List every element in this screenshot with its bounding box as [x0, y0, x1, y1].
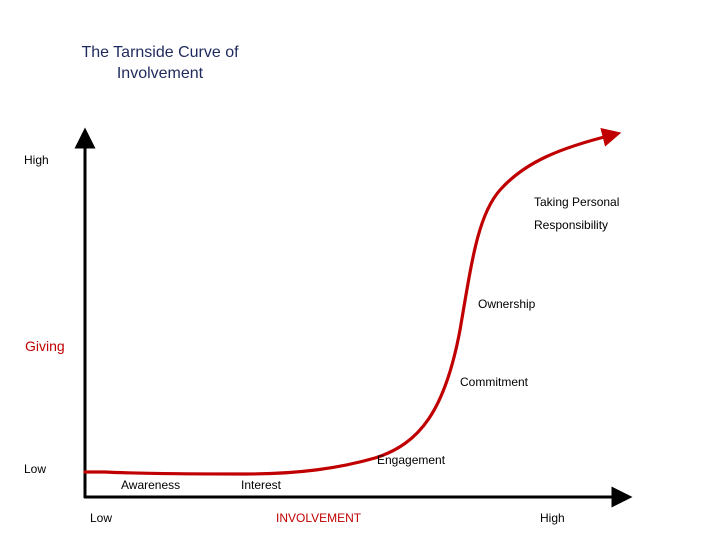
- y-axis-high-label: High: [24, 153, 49, 167]
- stage-taking-personal-line-1: Taking Personal: [534, 195, 620, 209]
- x-axis-name-involvement: INVOLVEMENT: [276, 511, 362, 525]
- stage-taking-personal-line-2: Responsibility: [534, 218, 609, 232]
- stage-awareness: Awareness: [121, 478, 181, 492]
- title-line-1: The Tarnside Curve of: [81, 44, 239, 61]
- involvement-curve: [83, 128, 622, 476]
- stage-ownership: Ownership: [478, 297, 536, 311]
- diagram-title: The Tarnside Curve of Involvement: [70, 42, 250, 84]
- x-axis-low-label: Low: [90, 511, 113, 525]
- stage-engagement: Engagement: [377, 453, 446, 467]
- stage-interest: Interest: [241, 478, 282, 492]
- stage-commitment: Commitment: [460, 375, 529, 389]
- y-axis-name-giving: Giving: [25, 338, 65, 354]
- x-axis-high-label: High: [540, 511, 565, 525]
- y-axis-low-label: Low: [24, 462, 47, 476]
- title-line-2: Involvement: [116, 65, 204, 82]
